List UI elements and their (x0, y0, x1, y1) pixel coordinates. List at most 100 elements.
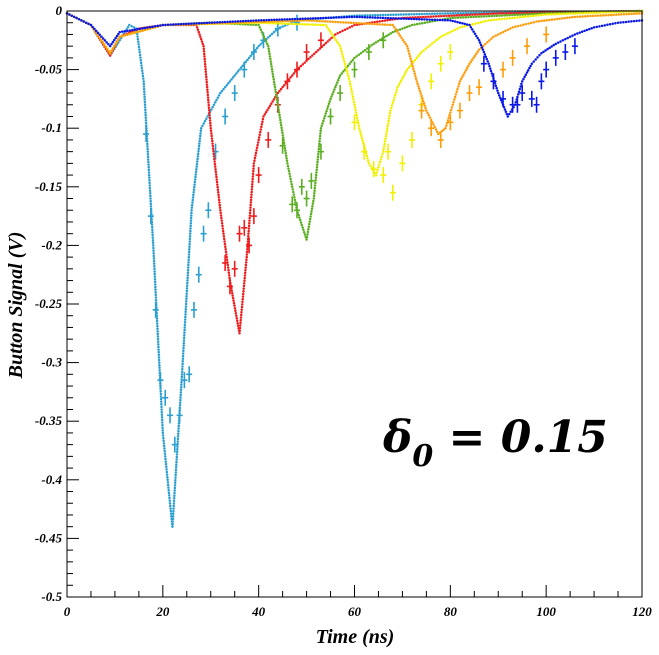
curve-point (303, 233, 307, 236)
curve-point (274, 93, 278, 96)
curve-point (138, 53, 142, 57)
curve-point (307, 57, 310, 61)
curve-point (194, 175, 197, 179)
curve-point (192, 22, 196, 25)
curve-point (423, 104, 427, 107)
curve-point (214, 167, 217, 171)
curve-point (314, 23, 317, 26)
curve-point (399, 13, 403, 16)
y-axis-title: Button Signal (V) (5, 232, 27, 380)
curve-point (340, 49, 343, 53)
curve-point (319, 132, 322, 135)
curve-point (180, 383, 183, 386)
curve-point (264, 110, 268, 114)
curve-point (156, 335, 160, 338)
curve-point (287, 78, 291, 81)
curve-point (272, 30, 276, 34)
curve-point (260, 123, 264, 126)
curve-point (491, 12, 495, 15)
curve-point (163, 455, 167, 458)
curve-point (479, 21, 483, 24)
curve-point (283, 146, 287, 150)
curve-point (251, 182, 254, 186)
curve-point (351, 58, 355, 62)
curve-point (353, 23, 356, 27)
curve-point (107, 42, 110, 46)
curve-point (87, 22, 90, 26)
curve-point (241, 292, 245, 296)
curve-point (531, 14, 535, 18)
curve-point (417, 54, 420, 58)
curve-point (308, 220, 311, 223)
curve-point (249, 201, 253, 204)
curve-point (469, 15, 473, 19)
curve-point (447, 116, 450, 120)
curve-point (203, 119, 207, 123)
curve-point (415, 80, 419, 83)
curve-point (303, 61, 306, 64)
curve-point (524, 13, 527, 16)
curve-point (147, 163, 150, 166)
curve-point (568, 12, 571, 15)
curve-point (627, 20, 630, 23)
series-3 (65, 9, 644, 201)
curve-point (614, 13, 618, 16)
curve-point (366, 16, 369, 19)
curve-point (501, 30, 505, 34)
curve-point (389, 109, 392, 112)
curve-point (594, 14, 597, 18)
curve-point (219, 91, 222, 95)
curve-point (142, 80, 145, 83)
curve-point (468, 23, 471, 27)
curve-point (321, 19, 324, 23)
curve-point (175, 463, 178, 466)
curve-point (133, 31, 137, 34)
curve-point (89, 23, 93, 27)
curve-point (415, 22, 419, 26)
curve-point (301, 226, 304, 229)
curve-point (82, 20, 86, 23)
curve-point (355, 55, 358, 58)
curve-point (293, 195, 296, 199)
curve-point (143, 28, 147, 32)
curve-point (215, 175, 218, 179)
curve-point (558, 17, 561, 20)
curve-point (302, 230, 306, 234)
curve-point (306, 23, 309, 26)
curve-point (275, 22, 278, 25)
curve-point (442, 128, 445, 131)
curve-point (346, 64, 350, 67)
curve-point (386, 124, 389, 128)
curve-point (221, 224, 224, 228)
curve-point (490, 18, 493, 22)
curve-point (566, 16, 569, 20)
curve-point (417, 87, 421, 90)
curve-point (393, 29, 397, 33)
curve-point (333, 36, 336, 39)
curve-point (184, 305, 188, 308)
curve-point (244, 263, 248, 267)
curve-point (156, 324, 159, 328)
curve-point (268, 34, 272, 37)
curve-point (357, 124, 361, 127)
curve-point (604, 11, 607, 14)
curve-point (399, 79, 403, 82)
curve-point (128, 29, 132, 32)
curve-point (160, 413, 164, 416)
curve-point (255, 146, 259, 149)
curve-point (364, 152, 368, 155)
curve-point (77, 17, 81, 21)
curve-point (143, 98, 146, 101)
curve-point (147, 160, 150, 164)
curve-point (494, 34, 498, 37)
curve-point (463, 24, 467, 28)
curve-point (410, 23, 414, 27)
curve-point (428, 44, 432, 47)
curve-point (490, 72, 494, 75)
curve-point (181, 362, 184, 366)
curve-point (328, 20, 332, 23)
curve-point (555, 17, 559, 21)
curve-point (607, 10, 610, 14)
curve-point (601, 11, 605, 14)
